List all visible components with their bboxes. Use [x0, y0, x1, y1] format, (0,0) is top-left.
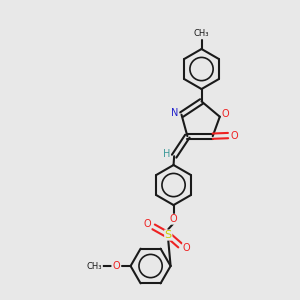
- Text: H: H: [163, 149, 170, 159]
- Text: N: N: [171, 108, 179, 118]
- Text: CH₃: CH₃: [87, 262, 102, 271]
- Text: O: O: [231, 130, 238, 141]
- Text: S: S: [165, 230, 172, 240]
- Text: O: O: [183, 243, 190, 253]
- Text: O: O: [143, 220, 151, 230]
- Text: O: O: [112, 261, 120, 271]
- Text: O: O: [222, 110, 230, 119]
- Text: O: O: [170, 214, 177, 224]
- Text: CH₃: CH₃: [194, 29, 209, 38]
